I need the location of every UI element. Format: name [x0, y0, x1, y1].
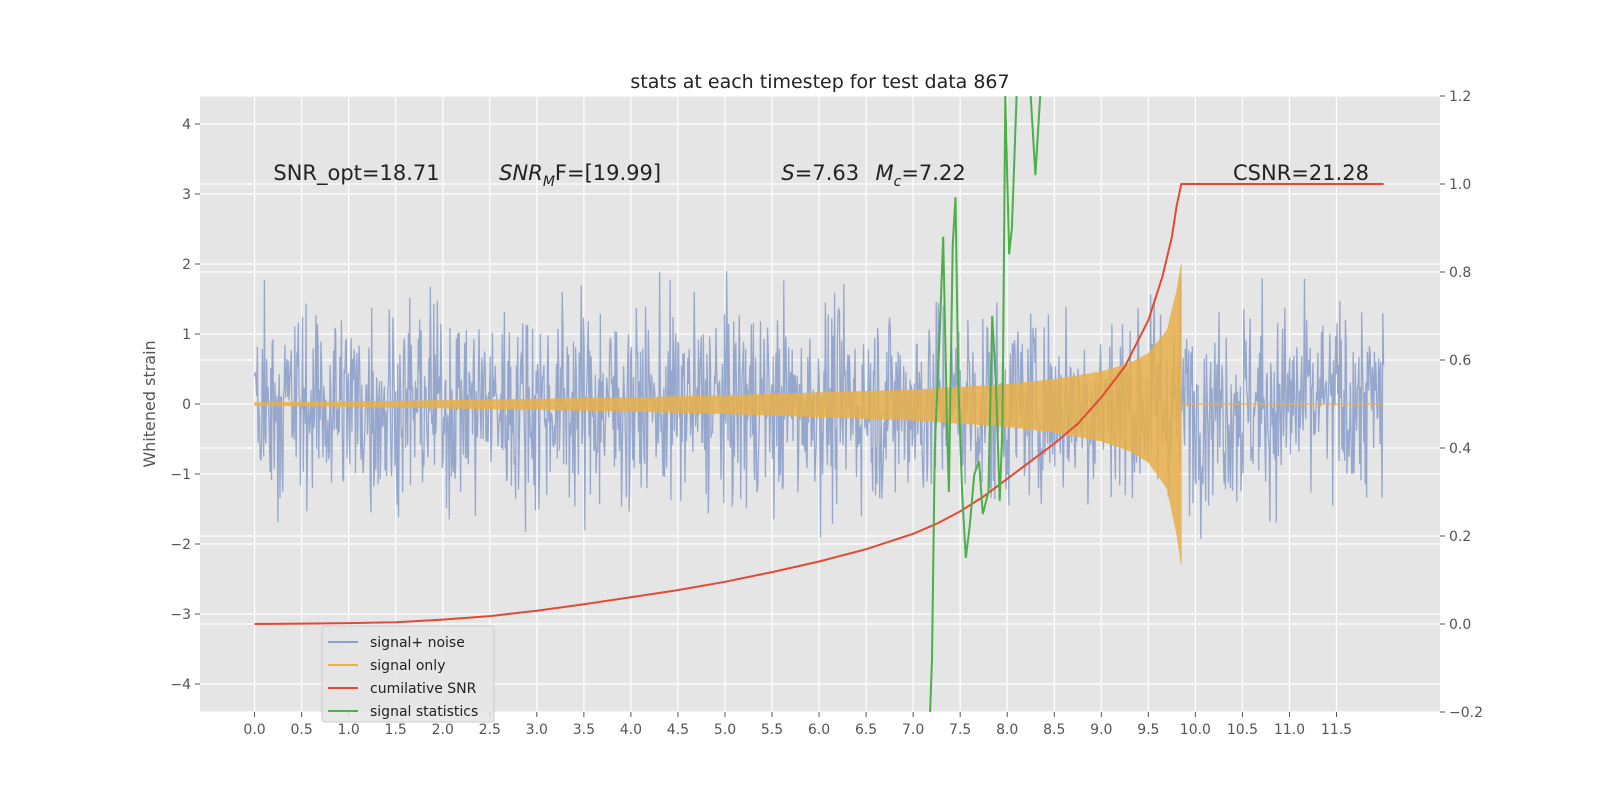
- legend-label: signal statistics: [370, 704, 478, 720]
- annotation: SNRMF=[19.99]: [499, 161, 661, 190]
- annotations: SNR_opt=18.71 SNRMF=[19.99] S=7.63 Mc=7.22 C…: [273, 161, 1369, 190]
- y2-tick-label: −0.2: [1449, 705, 1483, 721]
- y2-tick-label: 0.2: [1449, 529, 1471, 545]
- y-tick-label: −4: [170, 677, 191, 693]
- x-tick-label: 10.5: [1227, 722, 1258, 738]
- legend-label: signal only: [370, 658, 445, 674]
- x-tick-label: 5.0: [714, 722, 736, 738]
- chart-title: stats at each timestep for test data 867: [630, 71, 1009, 93]
- y-tick-label: 4: [182, 117, 191, 133]
- x-tick-label: 8.0: [996, 722, 1018, 738]
- y-tick-label: −1: [170, 467, 191, 483]
- x-axis: 0.0 0.5 1.0 1.5 2.0 2.5 3.0 3.5 4.0 4.5 5.0 5.5 6.0 6…: [243, 712, 1352, 738]
- x-tick-label: 2.0: [432, 722, 454, 738]
- annotation: S=7.63: [781, 161, 859, 185]
- x-tick-label: 10.0: [1180, 722, 1211, 738]
- x-tick-label: 9.0: [1090, 722, 1112, 738]
- series-signal-plus-noise: [253, 271, 1385, 539]
- y-tick-label: −3: [170, 607, 191, 623]
- x-tick-label: 7.5: [949, 722, 971, 738]
- annotation: SNR_opt=18.71: [273, 161, 439, 186]
- x-tick-label: 4.0: [620, 722, 642, 738]
- legend: signal+ noise signal only cumilative SNR si…: [321, 625, 495, 723]
- series-signal-statistics: [929, 96, 1042, 712]
- legend-label: cumilative SNR: [370, 681, 477, 697]
- x-tick-label: 3.5: [573, 722, 595, 738]
- y-axis-left: −4 −3 −2 −1 0 1 2 3 4: [170, 117, 200, 693]
- y2-tick-label: 0.0: [1449, 617, 1471, 633]
- y2-tick-label: 0.4: [1449, 441, 1471, 457]
- y2-tick-label: 1.2: [1449, 89, 1471, 105]
- x-tick-label: 6.5: [855, 722, 877, 738]
- x-tick-label: 11.0: [1274, 722, 1305, 738]
- x-tick-label: 4.5: [667, 722, 689, 738]
- x-tick-label: 7.0: [902, 722, 924, 738]
- y-tick-label: 0: [182, 397, 191, 413]
- annotation: CSNR=21.28: [1233, 161, 1369, 185]
- y-axis-right: −0.2 0.0 0.2 0.4 0.6 0.8 1.0 1.2: [1440, 89, 1483, 721]
- legend-box: [321, 625, 495, 723]
- x-tick-label: 0.0: [243, 722, 265, 738]
- y-axis-label: Whitened strain: [140, 340, 159, 467]
- x-tick-label: 2.5: [479, 722, 501, 738]
- y2-tick-label: 0.8: [1449, 265, 1471, 281]
- annotation: Mc=7.22: [876, 161, 966, 190]
- x-tick-label: 3.0: [526, 722, 548, 738]
- plot-area: [253, 96, 1385, 712]
- legend-label: signal+ noise: [370, 635, 465, 651]
- y-tick-label: 3: [182, 187, 191, 203]
- x-tick-label: 5.5: [761, 722, 783, 738]
- x-tick-label: 1.0: [338, 722, 360, 738]
- y2-tick-label: 0.6: [1449, 353, 1471, 369]
- x-tick-label: 11.5: [1321, 722, 1352, 738]
- x-tick-label: 9.5: [1137, 722, 1159, 738]
- x-tick-label: 8.5: [1043, 722, 1065, 738]
- y-tick-label: −2: [170, 537, 191, 553]
- x-tick-label: 6.0: [808, 722, 830, 738]
- y2-tick-label: 1.0: [1449, 177, 1471, 193]
- y-tick-label: 1: [182, 327, 191, 343]
- x-tick-label: 0.5: [290, 722, 312, 738]
- x-tick-label: 1.5: [385, 722, 407, 738]
- y-tick-label: 2: [182, 257, 191, 273]
